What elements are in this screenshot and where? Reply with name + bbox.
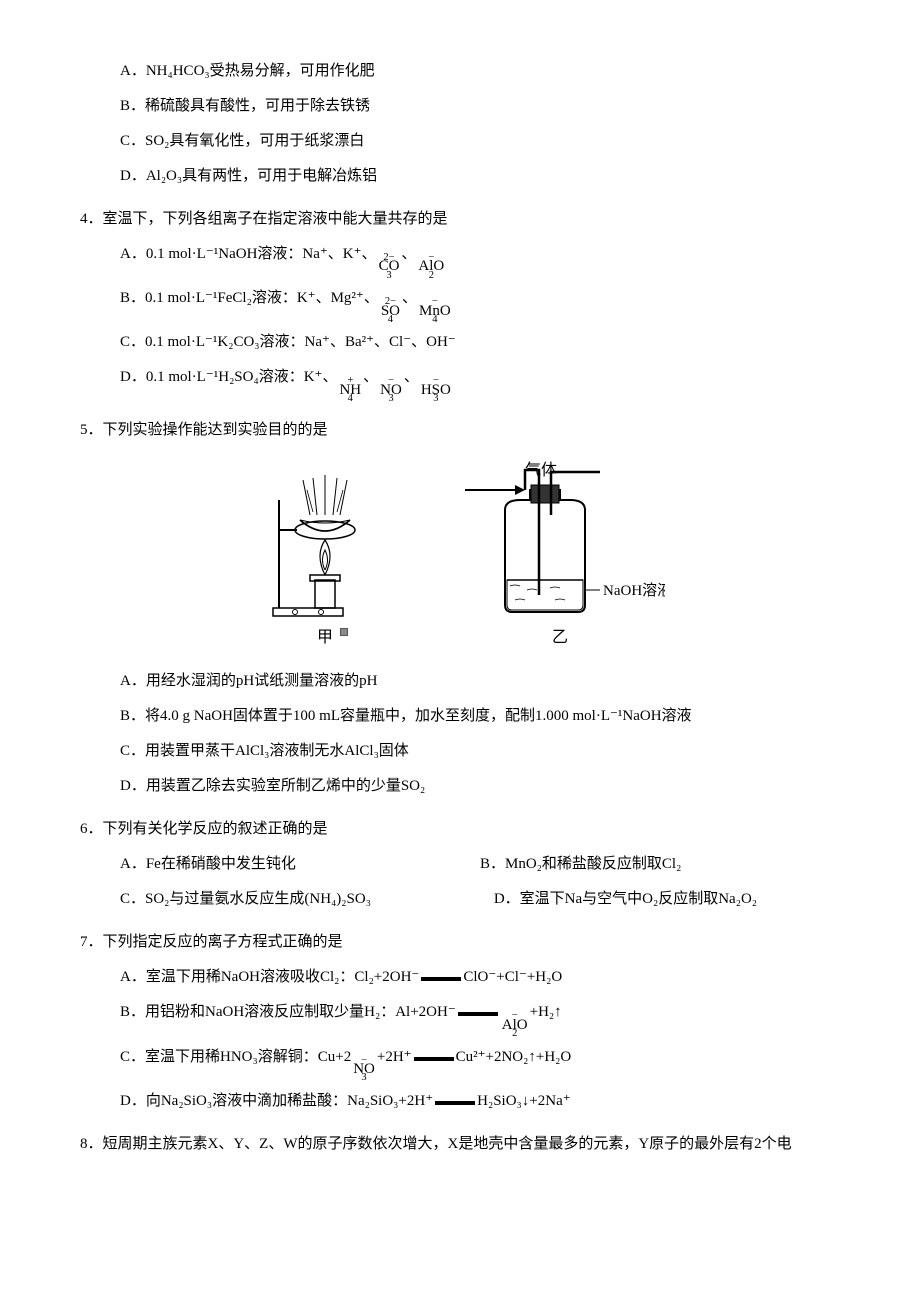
q6-row2: C．SO₂与过量氨水反应生成(NH₄)₂SO₃ D．室温下Na与空气中O₂反应制… [120,886,840,913]
q4-d-prefix: D．0.1 mol·L⁻¹H₂SO₄溶液：K⁺、 [120,364,337,391]
q3-a-text: A．NH₄HCO₃受热易分解，可用作化肥 [120,58,375,85]
q3-c-text: C．SO₂具有氧化性，可用于纸浆漂白 [120,128,364,155]
jia-label: 甲 [317,624,333,653]
bunsen-apparatus-icon [255,460,395,620]
q4-b-ion2: −MnO4 [419,298,451,323]
q7-c-ion: −NO3 [353,1057,375,1082]
q7-option-c: C．室温下用稀HNO₃溶解铜：Cu+2 −NO3 +2H⁺Cu²⁺+2NO₂↑+… [120,1044,840,1080]
q5-options: A．用经水湿润的pH试纸测量溶液的pH B．将4.0 g NaOH固体置于100… [80,668,840,800]
apparatus-jia: 甲 [255,460,395,653]
reaction-arrow-icon [414,1057,454,1061]
q4-option-d: D．0.1 mol·L⁻¹H₂SO₄溶液：K⁺、 +NH4 、 −NO3 、 −… [120,364,840,400]
q3-options: A．NH₄HCO₃受热易分解，可用作化肥 B．稀硫酸具有酸性，可用于除去铁锈 C… [80,58,840,190]
q5-option-a: A．用经水湿润的pH试纸测量溶液的pH [120,668,840,695]
q6-options: A．Fe在稀硝酸中发生钝化 B．MnO₂和稀盐酸反应制取Cl₂ C．SO₂与过量… [80,851,840,913]
q5-option-d: D．用装置乙除去实验室所制乙烯中的少量SO₂ [120,773,840,800]
q4-d-ion3: −HSO3 [421,377,451,402]
q7-option-b: B．用铝粉和NaOH溶液反应制取少量H₂：Al+2OH⁻ −AlO2 +H₂↑ [120,999,840,1035]
apparatus-yi: 气体 NaOH溶液 乙 [455,460,665,653]
q7-b-ion: −AlO2 [502,1012,528,1037]
reaction-arrow-icon [435,1101,475,1105]
q4-d-ion2: −NO3 [380,377,402,402]
q3-option-b: B．稀硫酸具有酸性，可用于除去铁锈 [120,93,840,120]
q3-option-c: C．SO₂具有氧化性，可用于纸浆漂白 [120,128,840,155]
svg-text:NaOH溶液: NaOH溶液 [603,582,665,599]
q4-option-a: A．0.1 mol·L⁻¹NaOH溶液：Na⁺、K⁺、 2−CO3 、 −AlO… [120,241,840,277]
reaction-arrow-icon [458,1012,498,1016]
q6-option-d: D．室温下Na与空气中O₂反应制取Na₂O₂ [494,886,840,913]
q4-a-ion1: 2−CO3 [379,254,400,279]
q4-options: A．0.1 mol·L⁻¹NaOH溶液：Na⁺、K⁺、 2−CO3 、 −AlO… [80,241,840,401]
q4-b-ion1: 2−SO4 [381,298,400,323]
q4-option-b: B．0.1 mol·L⁻¹FeCl₂溶液：K⁺、Mg²⁺、 2−SO4 、 −M… [120,285,840,321]
q5-stem: 5．下列实验操作能达到实验目的的是 [80,417,840,444]
q3-option-a: A．NH₄HCO₃受热易分解，可用作化肥 [120,58,840,85]
q6-option-c: C．SO₂与过量氨水反应生成(NH₄)₂SO₃ [120,886,494,913]
q4-option-c: C．0.1 mol·L⁻¹K₂CO₃溶液：Na⁺、Ba²⁺、Cl⁻、OH⁻ [120,329,840,356]
q3-option-d: D．Al₂O₃具有两性，可用于电解冶炼铝 [120,163,840,190]
q7-option-d: D．向Na₂SiO₃溶液中滴加稀盐酸：Na₂SiO₃+2H⁺H₂SiO₃↓+2N… [120,1088,840,1115]
q4-a-ion2: −AlO2 [418,254,444,279]
q7-options: A．室温下用稀NaOH溶液吸收Cl₂：Cl₂+2OH⁻ClO⁻+Cl⁻+H₂O … [80,964,840,1114]
q4-d-ion1: +NH4 [339,377,361,402]
q4-stem: 4．室温下，下列各组离子在指定溶液中能大量共存的是 [80,206,840,233]
q4-c-text: C．0.1 mol·L⁻¹K₂CO₃溶液：Na⁺、Ba²⁺、Cl⁻、OH⁻ [120,329,456,356]
q6-stem: 6．下列有关化学反应的叙述正确的是 [80,816,840,843]
gas-washing-apparatus-icon: 气体 NaOH溶液 [455,460,665,620]
q3-b-text: B．稀硫酸具有酸性，可用于除去铁锈 [120,93,370,120]
q5-figures: 甲 气体 NaOH溶液 [80,460,840,653]
q7-stem: 7．下列指定反应的离子方程式正确的是 [80,929,840,956]
q4-a-prefix: A．0.1 mol·L⁻¹NaOH溶液：Na⁺、K⁺、 [120,241,377,268]
q6-option-b: B．MnO₂和稀盐酸反应制取Cl₂ [480,851,840,878]
yi-label: 乙 [552,624,568,653]
q5-option-c: C．用装置甲蒸干AlCl₃溶液制无水AlCl₃固体 [120,738,840,765]
q4-b-prefix: B．0.1 mol·L⁻¹FeCl₂溶液：K⁺、Mg²⁺、 [120,285,379,312]
q8-stem: 8．短周期主族元素X、Y、Z、W的原子序数依次增大，X是地壳中含量最多的元素，Y… [80,1131,840,1158]
q5-option-b: B．将4.0 g NaOH固体置于100 mL容量瓶中，加水至刻度，配制1.00… [120,703,840,730]
q7-option-a: A．室温下用稀NaOH溶液吸收Cl₂：Cl₂+2OH⁻ClO⁻+Cl⁻+H₂O [120,964,840,991]
page-marker-icon [340,628,348,636]
reaction-arrow-icon [421,977,461,981]
q6-row1: A．Fe在稀硝酸中发生钝化 B．MnO₂和稀盐酸反应制取Cl₂ [120,851,840,878]
q6-option-a: A．Fe在稀硝酸中发生钝化 [120,851,480,878]
q3-d-text: D．Al₂O₃具有两性，可用于电解冶炼铝 [120,163,377,190]
